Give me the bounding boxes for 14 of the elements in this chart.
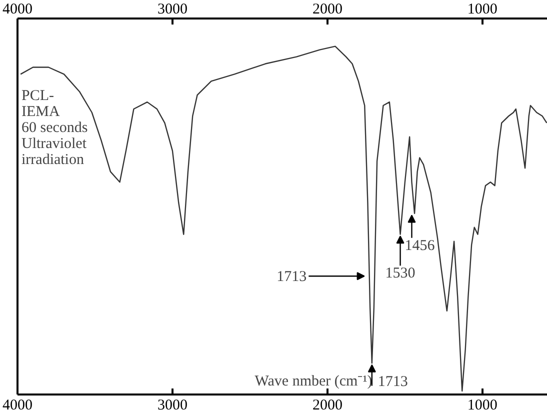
annotation: 1713	[378, 374, 408, 390]
annotation: 1456	[404, 238, 436, 254]
x-tick-label: 1000	[467, 2, 498, 18]
x-axis-title: Wave nmber (cm⁻¹)	[254, 373, 372, 390]
annotation: 1713	[276, 269, 307, 286]
x-tick-label: 4000	[2, 2, 32, 18]
x2-tick-label: 1000	[467, 398, 498, 412]
x2-tick-label: 2000	[312, 398, 342, 412]
annotation: 1530	[385, 266, 416, 282]
x-tick-label: 2000	[312, 2, 342, 18]
x-tick-label: 3000	[157, 2, 188, 18]
x2-tick-label: 4000	[2, 398, 32, 412]
x2-tick-label: 3000	[157, 398, 188, 412]
annotation: PCL- IEMA 60 seconds Ultraviolet irradiation	[22, 88, 88, 168]
